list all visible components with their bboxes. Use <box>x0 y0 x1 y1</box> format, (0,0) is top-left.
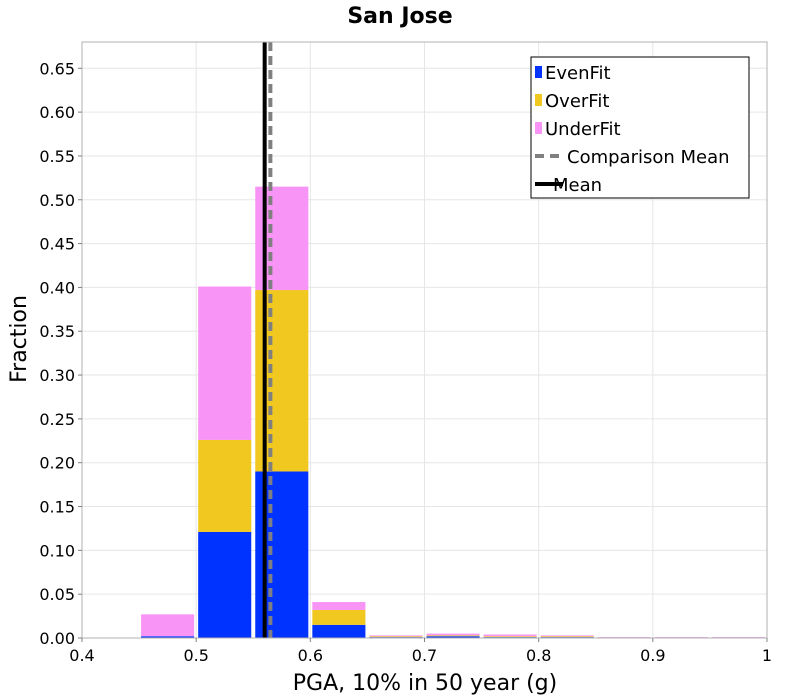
y-axis-ticks: 0.00 0.05 0.10 0.15 0.20 0.25 0.30 0.35 0.40 0.45… <box>39 59 82 648</box>
bar-underfit <box>198 286 252 440</box>
bar-overfit <box>483 636 537 638</box>
bar-underfit <box>141 614 195 637</box>
legend: EvenFit OverFit UnderFit Comparison Mean Mea… <box>530 56 750 199</box>
x-axis-label: PGA, 10% in 50 year (g) <box>293 671 557 696</box>
bars-layer <box>141 186 765 638</box>
y-tick-label: 0.20 <box>39 454 75 473</box>
bar-underfit <box>312 602 366 610</box>
bar-evenfit <box>312 624 366 638</box>
legend-label: UnderFit <box>545 119 621 140</box>
x-axis-ticks: 0.4 0.5 0.6 0.7 0.8 0.9 1 <box>69 638 772 665</box>
y-tick-label: 0.45 <box>39 235 75 254</box>
legend-swatch <box>535 66 542 78</box>
legend-swatch <box>535 94 542 106</box>
bar-overfit <box>198 439 252 532</box>
bar-overfit <box>369 636 423 638</box>
bar-underfit <box>540 635 594 637</box>
legend-label: OverFit <box>545 91 609 112</box>
y-tick-label: 0.00 <box>39 629 75 648</box>
bar-underfit <box>369 635 423 637</box>
y-tick-label: 0.35 <box>39 322 75 341</box>
legend-swatch <box>535 122 542 134</box>
bar-underfit <box>483 634 537 637</box>
legend-label: Comparison Mean <box>567 147 730 168</box>
bar-underfit <box>426 633 480 636</box>
y-tick-label: 0.05 <box>39 585 75 604</box>
bar-evenfit <box>141 636 195 638</box>
x-tick-label: 0.4 <box>69 646 94 665</box>
x-tick-label: 0.5 <box>183 646 208 665</box>
y-tick-label: 0.65 <box>39 59 75 78</box>
legend-label: Mean <box>553 175 602 196</box>
y-tick-label: 0.40 <box>39 278 75 297</box>
x-tick-label: 0.7 <box>412 646 437 665</box>
chart-title: San Jose <box>347 4 452 29</box>
y-tick-label: 0.55 <box>39 147 75 166</box>
bar-overfit <box>426 635 480 637</box>
y-tick-label: 0.50 <box>39 191 75 210</box>
x-tick-label: 0.6 <box>298 646 323 665</box>
legend-box <box>530 56 750 199</box>
x-tick-label: 0.8 <box>526 646 551 665</box>
y-axis-label: Fraction <box>7 295 32 383</box>
y-tick-label: 0.25 <box>39 410 75 429</box>
bar-overfit <box>312 609 366 625</box>
x-tick-label: 0.9 <box>640 646 665 665</box>
y-tick-label: 0.60 <box>39 103 75 122</box>
mean-lines-layer <box>262 42 273 638</box>
bar-evenfit <box>426 636 480 638</box>
y-tick-label: 0.30 <box>39 366 75 385</box>
y-tick-label: 0.15 <box>39 498 75 517</box>
x-tick-label: 1 <box>762 646 772 665</box>
legend-label: EvenFit <box>545 63 611 84</box>
y-tick-label: 0.10 <box>39 541 75 560</box>
bar-evenfit <box>198 531 252 638</box>
bar-overfit <box>540 636 594 638</box>
